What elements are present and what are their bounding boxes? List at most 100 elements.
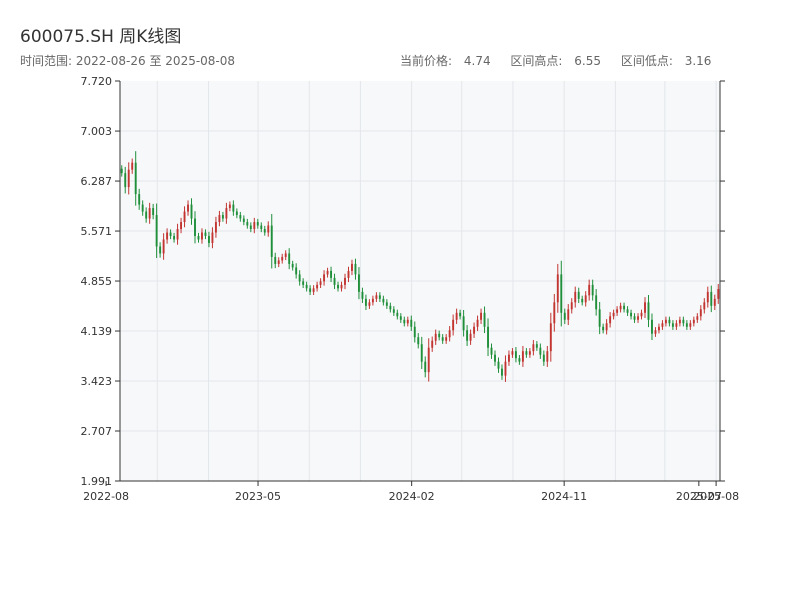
- candle-body: [176, 229, 179, 240]
- candle-body: [180, 222, 183, 230]
- candle-body: [668, 319, 671, 324]
- candle-body: [364, 298, 367, 306]
- candle-body: [371, 298, 374, 303]
- candle-body: [570, 302, 573, 310]
- candle-body: [385, 302, 388, 306]
- candle-body: [692, 319, 695, 324]
- candle-body: [661, 323, 664, 327]
- candle-body: [228, 204, 231, 209]
- candle-body: [319, 281, 322, 285]
- candle-body: [434, 333, 437, 341]
- candle-body: [214, 222, 217, 233]
- candle-body: [511, 351, 514, 355]
- candle-body: [706, 291, 709, 303]
- candle-body: [169, 232, 172, 237]
- candle-body: [717, 289, 720, 299]
- candle-body: [246, 222, 249, 226]
- candle-body: [316, 284, 319, 289]
- candle-body: [148, 208, 151, 219]
- candle-body: [487, 326, 489, 348]
- candle-body: [194, 218, 196, 237]
- candle-body: [452, 319, 455, 331]
- candle-body: [654, 330, 657, 334]
- candle-body: [438, 333, 441, 338]
- candle-body: [574, 291, 577, 303]
- candle-body: [221, 215, 224, 219]
- candle-body: [553, 302, 556, 324]
- candle-body: [657, 326, 660, 331]
- candle-body: [403, 319, 406, 324]
- range-high-stat: 区间高点: 6.55: [510, 54, 609, 68]
- candle-body: [480, 312, 483, 320]
- candle-body: [427, 347, 430, 373]
- candle-body: [295, 267, 298, 275]
- candle-body: [647, 302, 650, 320]
- candle-body: [344, 277, 346, 285]
- candle-body: [131, 162, 134, 170]
- candle-body: [197, 236, 200, 240]
- candle-body: [232, 204, 235, 212]
- candle-body: [152, 208, 155, 216]
- candle-body: [462, 316, 465, 331]
- candle-body: [542, 354, 545, 362]
- candle-body: [612, 312, 615, 317]
- x-tick-label: 2024-02: [389, 490, 435, 503]
- candle-body: [699, 309, 702, 317]
- candle-body: [337, 284, 339, 289]
- current-price-stat: 当前价格: 4.74: [400, 54, 499, 68]
- candle-body: [507, 354, 510, 362]
- candle-body: [696, 316, 699, 320]
- candle-body: [616, 309, 619, 313]
- candle-body: [389, 305, 392, 310]
- candle-body: [274, 256, 277, 264]
- range-low-stat: 区间低点: 3.16: [621, 54, 720, 68]
- x-tick-label: 2023-05: [235, 490, 281, 503]
- candle-body: [591, 284, 594, 296]
- candle-body: [455, 312, 458, 320]
- candle-body: [242, 218, 245, 223]
- candle-body: [340, 284, 343, 289]
- candle-body: [671, 323, 674, 327]
- candle-body: [535, 344, 538, 348]
- candle-body: [354, 263, 357, 275]
- candle-body: [166, 232, 169, 240]
- candle-body: [431, 340, 434, 348]
- candle-body: [351, 263, 353, 271]
- candle-body: [689, 323, 692, 327]
- candle-body: [549, 323, 552, 352]
- candle-body: [466, 330, 469, 341]
- candle-body: [581, 298, 584, 303]
- candle-body: [682, 319, 685, 324]
- candle-body: [357, 274, 360, 292]
- date-range-separator: 至: [149, 54, 162, 68]
- candle-body: [207, 236, 210, 243]
- candle-body: [127, 169, 130, 188]
- candle-body: [424, 361, 427, 373]
- candle-body: [623, 305, 626, 310]
- candle-body: [678, 319, 681, 324]
- candle-body: [263, 229, 266, 233]
- candle-body: [145, 211, 148, 219]
- candle-body: [630, 312, 633, 317]
- range-high-value: 6.55: [574, 54, 602, 68]
- candle-body: [267, 225, 270, 233]
- y-tick-label: 1.991: [81, 475, 113, 488]
- candle-body: [703, 302, 706, 310]
- candle-body: [120, 168, 123, 174]
- candle-body: [504, 361, 507, 376]
- chart-title: 600075.SH 周K线图: [20, 27, 182, 47]
- candle-body: [514, 351, 517, 359]
- candle-body: [713, 298, 716, 306]
- candle-body: [134, 162, 137, 195]
- candle-body: [588, 284, 591, 296]
- date-range-start: 2022-08-26: [75, 54, 146, 68]
- candle-body: [281, 256, 284, 261]
- candle-body: [326, 270, 329, 275]
- candle-body: [249, 225, 252, 230]
- candle-body: [546, 351, 549, 362]
- y-tick-label: 4.139: [81, 325, 113, 338]
- candle-body: [476, 319, 479, 327]
- candle-body: [406, 319, 409, 324]
- y-tick-label: 6.287: [81, 175, 113, 188]
- candle-body: [204, 232, 207, 237]
